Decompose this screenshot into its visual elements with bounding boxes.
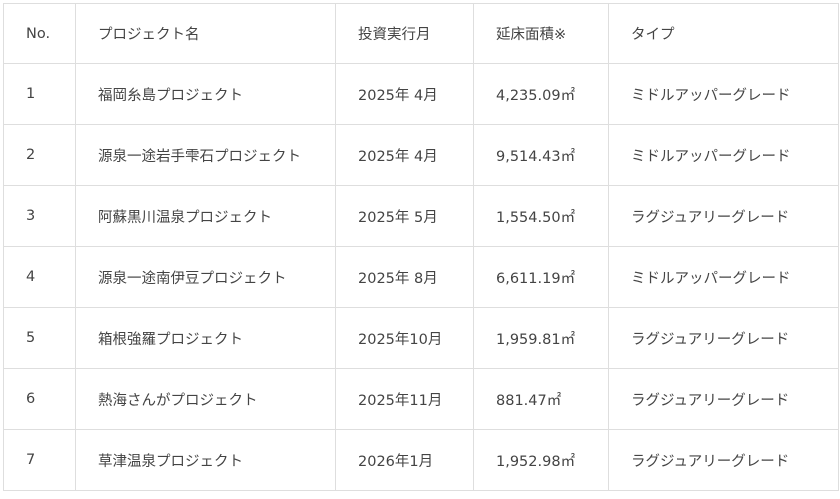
header-floor-area: 延床面積※	[473, 3, 609, 64]
table-row: 3 阿蘇黒川温泉プロジェクト 2025年 5月 1,554.50㎡ ラグジュアリーグレー…	[3, 185, 839, 247]
cell-project-name: 阿蘇黒川温泉プロジェクト	[75, 185, 336, 247]
cell-investment-month: 2025年 8月	[335, 246, 474, 308]
cell-type: ラグジュアリーグレード	[608, 368, 839, 430]
cell-investment-month: 2025年 4月	[335, 63, 474, 125]
table-row: 5 箱根強羅プロジェクト 2025年10月 1,959.81㎡ ラグジュアリーグレード	[3, 307, 839, 369]
table-row: 6 熱海さんがプロジェクト 2025年11月 881.47㎡ ラグジュアリーグレード	[3, 368, 839, 430]
cell-no: 3	[3, 185, 76, 247]
cell-type: ラグジュアリーグレード	[608, 307, 839, 369]
cell-project-name: 箱根強羅プロジェクト	[75, 307, 336, 369]
table-row: 4 源泉一途南伊豆プロジェクト 2025年 8月 6,611.19㎡ ミドルアッパーグレ…	[3, 246, 839, 308]
header-project-name: プロジェクト名	[75, 3, 336, 64]
cell-type: ミドルアッパーグレード	[608, 124, 839, 186]
cell-type: ラグジュアリーグレード	[608, 185, 839, 247]
projects-table: No. プロジェクト名 投資実行月 延床面積※ タイプ 1 福岡糸島プロジェクト 2…	[3, 3, 839, 491]
cell-floor-area: 6,611.19㎡	[473, 246, 609, 308]
cell-floor-area: 4,235.09㎡	[473, 63, 609, 125]
cell-no: 7	[3, 429, 76, 491]
cell-floor-area: 1,554.50㎡	[473, 185, 609, 247]
cell-no: 4	[3, 246, 76, 308]
table-row: 2 源泉一途岩手雫石プロジェクト 2025年 4月 9,514.43㎡ ミドルアッパーグ…	[3, 124, 839, 186]
cell-type: ラグジュアリーグレード	[608, 429, 839, 491]
table-row: 1 福岡糸島プロジェクト 2025年 4月 4,235.09㎡ ミドルアッパーグレード	[3, 63, 839, 125]
header-type: タイプ	[608, 3, 839, 64]
cell-project-name: 福岡糸島プロジェクト	[75, 63, 336, 125]
cell-investment-month: 2025年 5月	[335, 185, 474, 247]
cell-investment-month: 2025年11月	[335, 368, 474, 430]
cell-no: 1	[3, 63, 76, 125]
cell-floor-area: 881.47㎡	[473, 368, 609, 430]
cell-investment-month: 2026年1月	[335, 429, 474, 491]
cell-type: ミドルアッパーグレード	[608, 63, 839, 125]
cell-project-name: 源泉一途岩手雫石プロジェクト	[75, 124, 336, 186]
header-row: No. プロジェクト名 投資実行月 延床面積※ タイプ	[3, 3, 839, 64]
cell-no: 6	[3, 368, 76, 430]
header-investment-month: 投資実行月	[335, 3, 474, 64]
cell-no: 2	[3, 124, 76, 186]
cell-floor-area: 1,952.98㎡	[473, 429, 609, 491]
cell-no: 5	[3, 307, 76, 369]
table-row: 7 草津温泉プロジェクト 2026年1月 1,952.98㎡ ラグジュアリーグレード	[3, 429, 839, 491]
cell-project-name: 熱海さんがプロジェクト	[75, 368, 336, 430]
cell-investment-month: 2025年10月	[335, 307, 474, 369]
cell-investment-month: 2025年 4月	[335, 124, 474, 186]
cell-type: ミドルアッパーグレード	[608, 246, 839, 308]
cell-floor-area: 1,959.81㎡	[473, 307, 609, 369]
cell-project-name: 源泉一途南伊豆プロジェクト	[75, 246, 336, 308]
cell-floor-area: 9,514.43㎡	[473, 124, 609, 186]
cell-project-name: 草津温泉プロジェクト	[75, 429, 336, 491]
header-no: No.	[3, 3, 76, 64]
